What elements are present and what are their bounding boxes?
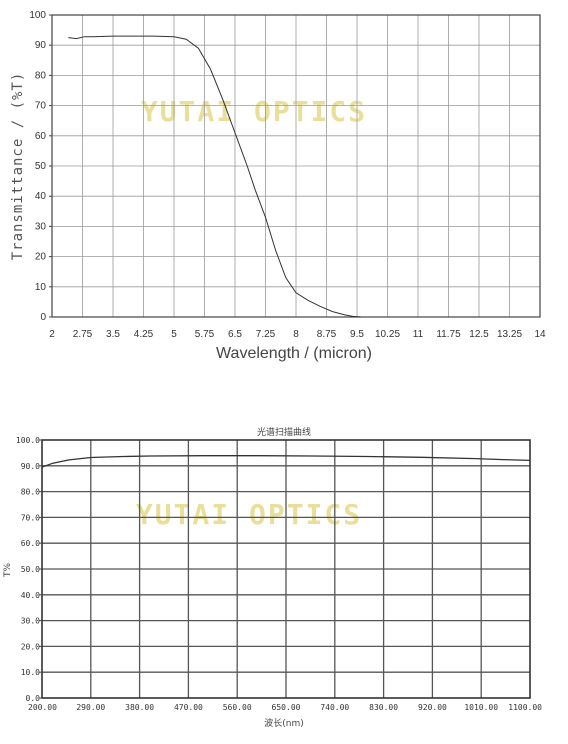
chart1-y-tick-label: 70 <box>35 101 47 112</box>
chart1-y-tick-label: 40 <box>35 191 47 202</box>
chart1-x-tick-label: 2.75 <box>73 329 93 340</box>
chart1-x-tick-label: 12.5 <box>469 329 489 340</box>
chart2-x-tick-label: 560.00 <box>223 703 252 712</box>
chart1-y-ticks: 0 10 20 30 40 50 60 70 80 90 100 <box>29 10 52 323</box>
chart2-y-tick-label: 80.0 <box>21 488 40 497</box>
chart2-y-tick-label: 20.0 <box>21 642 40 651</box>
chart2-x-tick-label: 740.00 <box>320 703 349 712</box>
chart2-y-tick-label: 50.0 <box>21 565 40 574</box>
chart2-grid <box>42 440 530 698</box>
chart1-x-tick-label: 3.5 <box>106 329 120 340</box>
chart2-x-tick-label: 290.00 <box>76 703 105 712</box>
chart2-y-tick-label: 70.0 <box>21 513 40 522</box>
chart1-transmittance-line <box>68 35 362 318</box>
chart1-y-tick-label: 10 <box>35 282 47 293</box>
chart2-y-tick-label: 40.0 <box>21 591 40 600</box>
chart2-y-axis-label: T% <box>3 563 13 578</box>
chart1-x-tick-label: 2 <box>49 329 55 340</box>
chart1-y-axis-label: Transmittance / (%T) <box>10 72 26 261</box>
chart2-y-tick-label: 30.0 <box>21 617 40 626</box>
chart1-x-tick-label: 14 <box>534 329 546 340</box>
chart1-x-tick-label: 4.25 <box>134 329 154 340</box>
chart1-x-tick-label: 13.25 <box>497 329 522 340</box>
chart2-x-axis-label: 波长(nm) <box>264 717 304 729</box>
chart1-x-tick-label: 11.75 <box>436 329 461 340</box>
chart2-x-tick-label: 920.00 <box>418 703 447 712</box>
chart1-x-tick-label: 7.25 <box>256 329 276 340</box>
chart2-title: 光谱扫描曲线 <box>257 426 311 438</box>
chart1-y-tick-label: 20 <box>35 252 47 263</box>
chart2-y-tick-label: 90.0 <box>21 462 40 471</box>
chart2-watermark: YUTAI OPTICS <box>136 498 362 531</box>
chart1-grid <box>52 15 540 317</box>
chart2-x-tick-label: 650.00 <box>272 703 301 712</box>
chart1-y-tick-label: 50 <box>35 161 47 172</box>
chart1-watermark: YUTAI OPTICS <box>141 95 367 128</box>
chart1-x-ticks: 2 2.75 3.5 4.25 5 5.75 6.5 7.25 8 8.75 9.5 10.25 11 1… <box>49 329 546 340</box>
chart1-y-tick-label: 30 <box>35 221 47 232</box>
chart2-transmittance-line <box>41 455 531 468</box>
chart1-x-tick-label: 5 <box>171 329 177 340</box>
chart1-x-tick-label: 8 <box>293 329 299 340</box>
chart-ir-transmittance: YUTAI OPTICS 0 10 20 30 40 50 60 70 80 90 100 2 2.7… <box>10 10 546 362</box>
chart1-y-tick-label: 90 <box>35 40 47 51</box>
chart2-y-tick-label: 60.0 <box>21 539 40 548</box>
chart2-y-tick-label: 100.0 <box>16 436 40 445</box>
chart1-y-tick-label: 60 <box>35 131 47 142</box>
chart2-x-tick-label: 380.00 <box>125 703 154 712</box>
chart2-x-tick-label: 830.00 <box>369 703 398 712</box>
chart2-x-tick-label: 1010.00 <box>464 703 498 712</box>
chart2-x-tick-label: 200.00 <box>28 703 57 712</box>
chart2-x-ticks: 200.00 290.00 380.00 470.00 560.00 650.00 740.… <box>28 703 542 712</box>
chart1-y-tick-label: 0 <box>40 312 46 323</box>
chart1-x-tick-label: 8.75 <box>317 329 337 340</box>
chart-uv-vis-transmittance: 光谱扫描曲线 YUTAI OPTICS 0.0 10.0 20.0 30.0 40.0 5… <box>3 426 542 729</box>
chart1-x-tick-label: 5.75 <box>195 329 215 340</box>
chart2-y-tick-label: 0.0 <box>26 694 41 703</box>
chart1-x-tick-label: 9.5 <box>350 329 364 340</box>
chart2-y-tick-label: 10.0 <box>21 668 40 677</box>
chart1-x-tick-label: 11 <box>413 329 424 340</box>
chart2-x-tick-label: 1100.00 <box>508 703 542 712</box>
chart1-y-tick-label: 100 <box>29 10 46 21</box>
chart1-x-axis-label: Wavelength / (micron) <box>216 345 372 362</box>
chart1-x-tick-label: 10.25 <box>375 329 400 340</box>
chart1-y-tick-label: 80 <box>35 70 47 81</box>
chart1-x-tick-label: 6.5 <box>228 329 242 340</box>
chart2-y-ticks: 0.0 10.0 20.0 30.0 40.0 50.0 60.0 70.0 80.0 90.0 1… <box>16 436 42 703</box>
chart2-x-tick-label: 470.00 <box>174 703 203 712</box>
